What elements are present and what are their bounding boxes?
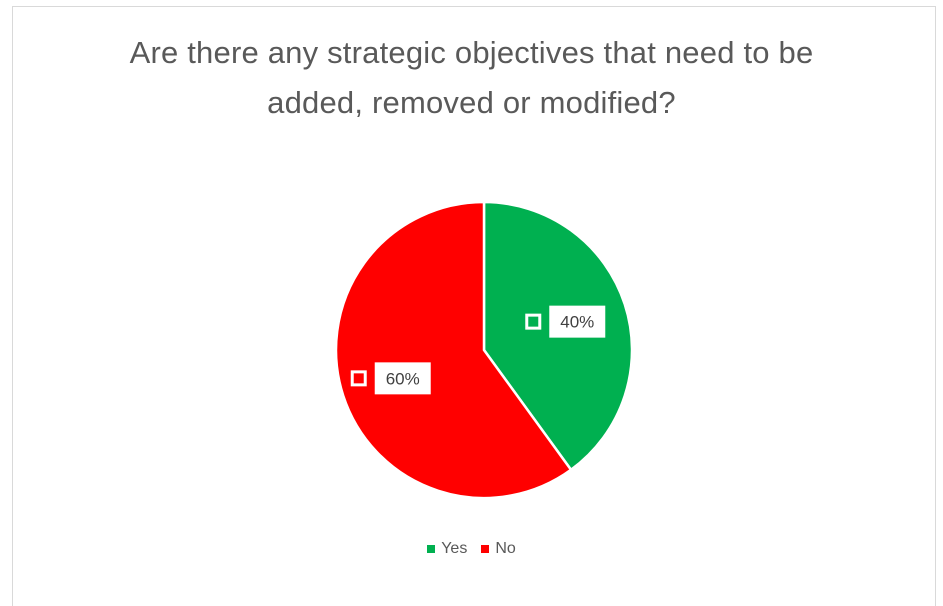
pie-data-labels: 40% 60%	[350, 305, 606, 395]
legend-swatch-yes	[427, 545, 436, 553]
data-label-text: 60%	[386, 369, 420, 388]
legend-label-yes: Yes	[441, 540, 468, 557]
data-label-key-icon	[353, 373, 364, 384]
legend-label-no: No	[495, 540, 516, 557]
data-label-box	[549, 305, 606, 338]
pie-chart: 40% 60%	[334, 200, 634, 500]
pie-slices	[334, 200, 634, 500]
data-label-no: 60%	[350, 362, 431, 395]
chart-title-line-2: added, removed or modified?	[267, 85, 676, 120]
data-label-yes: 40%	[525, 305, 606, 338]
data-label-box	[374, 362, 431, 395]
data-label-text: 40%	[560, 313, 594, 332]
legend-item-yes[interactable]: Yes	[427, 540, 467, 558]
chart-title-line-1: Are there any strategic objectives that …	[129, 35, 814, 70]
legend-swatch-no	[481, 545, 490, 553]
pie-slice-no[interactable]	[334, 200, 573, 500]
data-label-key-icon	[528, 316, 539, 327]
legend: Yes No	[0, 540, 943, 558]
legend-item-no[interactable]: No	[481, 540, 516, 558]
chart-title: Are there any strategic objectives that …	[0, 28, 943, 128]
